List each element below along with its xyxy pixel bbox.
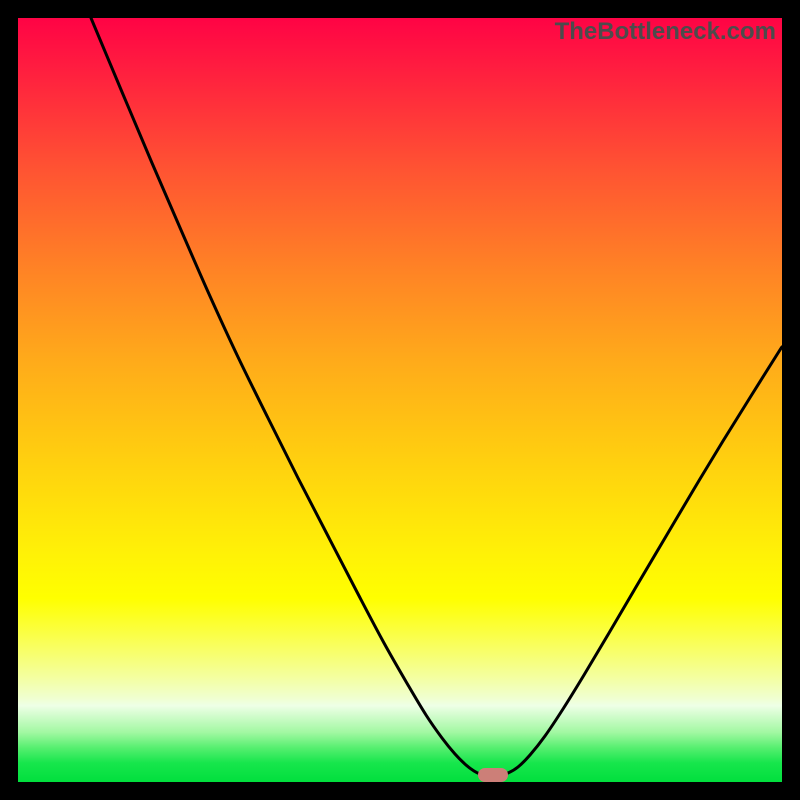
optimum-marker [478,768,508,782]
watermark-text: TheBottleneck.com [555,18,776,46]
plot-area: TheBottleneck.com [18,18,782,782]
bottleneck-curve [18,18,782,782]
chart-frame: TheBottleneck.com [0,0,800,800]
